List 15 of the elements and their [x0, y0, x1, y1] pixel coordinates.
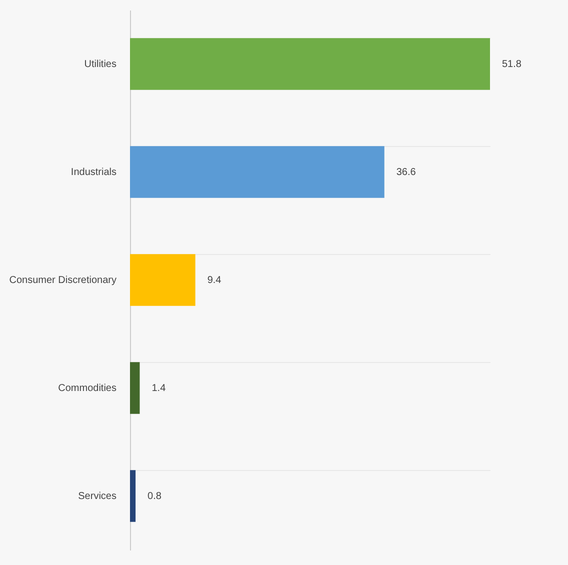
bar [130, 470, 136, 522]
data-label: 36.6 [396, 167, 416, 178]
data-label: 0.8 [148, 491, 162, 502]
data-label: 51.8 [502, 59, 522, 70]
bar [130, 254, 196, 306]
bar [130, 362, 140, 414]
data-label: 9.4 [207, 275, 222, 286]
y-tick-label: Services [78, 491, 116, 502]
y-tick-label: Utilities [84, 59, 116, 70]
bar [130, 38, 490, 90]
y-tick-label: Consumer Discretionary [9, 275, 116, 286]
data-label: 1.4 [152, 383, 166, 394]
y-tick-label: Industrials [70, 167, 116, 178]
bar [130, 146, 384, 198]
y-tick-label: Commodities [58, 383, 116, 394]
